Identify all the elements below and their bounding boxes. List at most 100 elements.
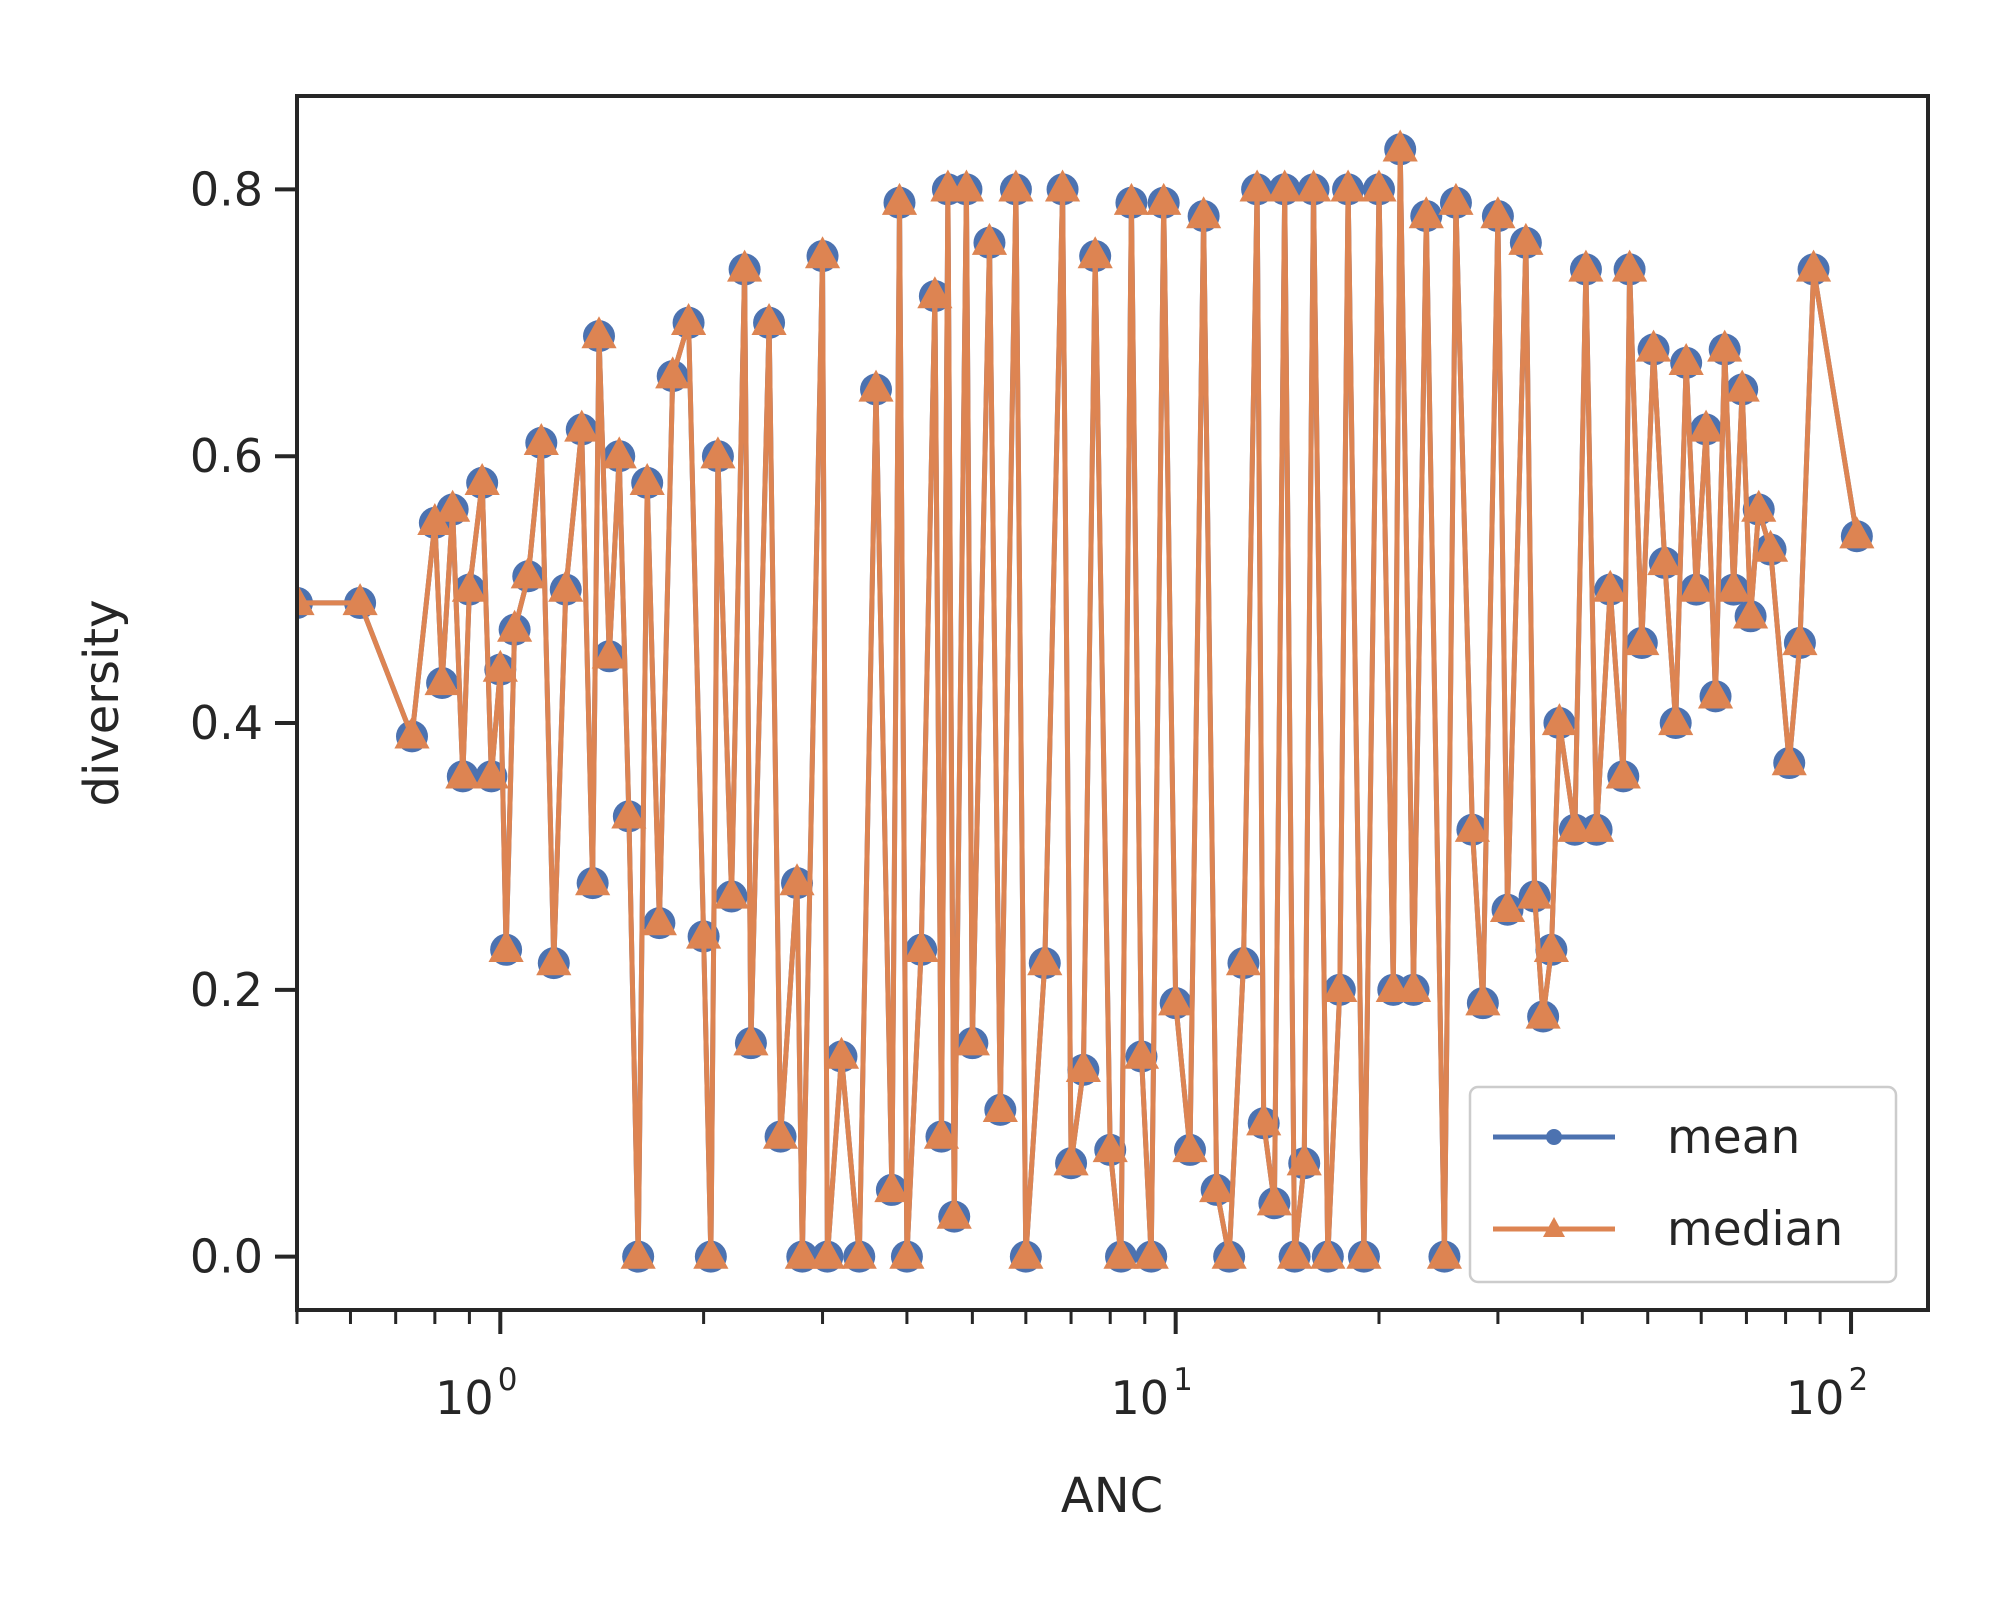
median-point-25 [641, 903, 677, 936]
x-tick-label-0: 10 0 [435, 1362, 517, 1425]
median-point-73 [1225, 943, 1262, 976]
median-point-84 [1346, 1236, 1382, 1269]
median-point-7 [451, 569, 488, 602]
median-point-113 [1688, 409, 1724, 442]
median-point-30 [700, 436, 736, 469]
median-point-65 [1123, 1036, 1160, 1069]
median-point-18 [575, 863, 611, 896]
median-point-58 [1044, 169, 1081, 202]
median-point-75 [1246, 1103, 1282, 1136]
median-point-116 [1715, 569, 1752, 602]
median-point-110 [1658, 703, 1694, 736]
median-point-48 [923, 1116, 960, 1149]
median-point-66 [1133, 1236, 1169, 1269]
median-point-20 [591, 636, 627, 669]
median-point-118 [1732, 596, 1769, 629]
median-point-12 [497, 609, 533, 642]
median-point-21 [601, 436, 637, 469]
median-point-26 [655, 356, 691, 389]
median-point-119 [1741, 489, 1777, 522]
data-layer [297, 129, 1875, 1273]
median-point-47 [917, 276, 953, 309]
median-point-76 [1256, 1183, 1292, 1216]
legend-mean-marker [1546, 1129, 1562, 1145]
median-point-52 [954, 1023, 990, 1056]
y-tick-label-3: 0.6 [190, 429, 263, 483]
median-point-16 [548, 569, 584, 602]
median-point-120 [1752, 529, 1789, 562]
median-point-14 [523, 423, 559, 456]
median-point-124 [1839, 516, 1875, 549]
y-axis: 0.0 0.2 0.4 0.6 0.8 [190, 162, 297, 1284]
median-point-80 [1295, 169, 1332, 202]
y-tick-label-0: 0.0 [190, 1230, 263, 1284]
x-tick-label-2: 10 2 [1786, 1362, 1868, 1425]
median-point-37 [784, 1236, 820, 1269]
median-point-5 [435, 489, 471, 522]
median-point-103 [1579, 809, 1615, 842]
median-point-34 [751, 302, 787, 335]
median-point-122 [1782, 623, 1818, 656]
median-point-6 [445, 756, 481, 789]
legend-mean-label: mean [1667, 1110, 1800, 1165]
median-point-64 [1113, 182, 1150, 215]
median-point-83 [1330, 169, 1366, 202]
median-point-32 [727, 249, 763, 282]
median-point-59 [1053, 1143, 1089, 1176]
y-tick-label-4: 0.8 [190, 162, 263, 216]
x-axis-label: ANC [1061, 1468, 1163, 1524]
median-point-17 [564, 409, 600, 442]
median-point-115 [1707, 329, 1743, 362]
median-point-50 [936, 1196, 972, 1229]
median-point-112 [1678, 569, 1714, 602]
median-point-60 [1065, 1050, 1101, 1083]
x-tick-label-1: 10 1 [1111, 1362, 1193, 1425]
median-point-39 [809, 1236, 845, 1269]
series-median [297, 129, 1875, 1269]
median-point-38 [804, 236, 841, 269]
median-point-54 [982, 1090, 1018, 1123]
y-tick-label-1: 0.2 [190, 963, 263, 1017]
median-point-105 [1605, 756, 1641, 789]
legend-median-label: median [1667, 1202, 1843, 1257]
median-point-22 [611, 796, 647, 829]
median-point-3 [417, 503, 453, 536]
median-point-33 [733, 1023, 769, 1056]
median-point-36 [779, 863, 815, 896]
median-point-27 [670, 302, 707, 335]
median-point-87 [1382, 129, 1418, 162]
y-tick-label-2: 0.4 [190, 696, 263, 750]
median-point-117 [1724, 369, 1760, 402]
median-point-78 [1277, 1236, 1313, 1269]
median-point-67 [1146, 182, 1182, 215]
median-point-19 [581, 316, 617, 349]
median-point-62 [1092, 1130, 1128, 1163]
median-point-44 [881, 182, 918, 215]
median-point-1 [342, 583, 378, 616]
x-axis: 10 0 10 1 10 2 [295, 1310, 1868, 1425]
legend: mean median [1468, 1085, 1898, 1284]
median-point-29 [693, 1236, 729, 1269]
median-point-68 [1158, 983, 1194, 1016]
legend-median-marker [1543, 1217, 1565, 1237]
median-point-35 [762, 1116, 799, 1149]
median-point-98 [1525, 996, 1561, 1029]
median-point-92 [1454, 809, 1490, 842]
median-point-63 [1103, 1236, 1139, 1269]
median-point-107 [1624, 623, 1660, 656]
median-point-10 [482, 649, 518, 682]
median-point-4 [424, 663, 460, 696]
median-point-102 [1568, 249, 1604, 282]
median-point-11 [488, 929, 524, 962]
y-axis-label: diversity [74, 599, 130, 806]
median-point-9 [473, 756, 509, 789]
median-point-95 [1489, 889, 1526, 922]
median-point-2 [394, 716, 430, 749]
median-point-79 [1286, 1143, 1322, 1176]
median-point-123 [1795, 249, 1832, 282]
median-point-42 [858, 369, 894, 402]
median-point-88 [1395, 969, 1432, 1002]
median-point-99 [1533, 929, 1569, 962]
median-point-114 [1697, 676, 1734, 709]
